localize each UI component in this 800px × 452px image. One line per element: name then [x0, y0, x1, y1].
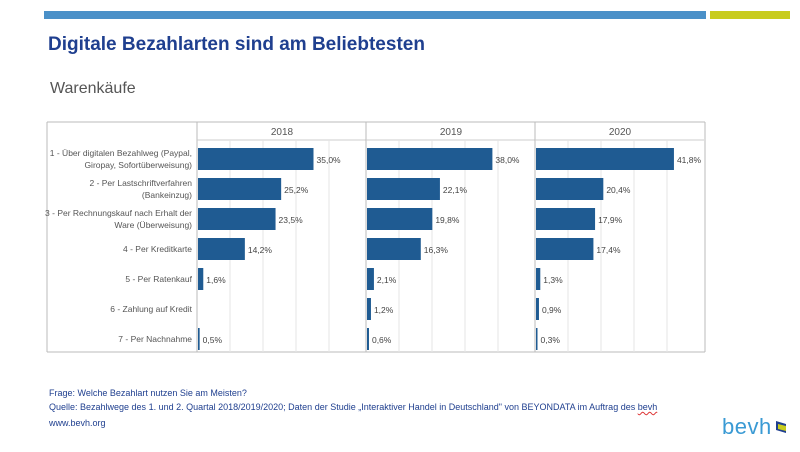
- page-title: Digitale Bezahlarten sind am Beliebteste…: [48, 34, 425, 55]
- category-label: Ware (Überweisung): [114, 220, 192, 230]
- source-text: Quelle: Bezahlwege des 1. und 2. Quartal…: [49, 402, 638, 412]
- bar-2018-3: [198, 208, 276, 230]
- category-label: 2 - Per Lastschriftverfahren: [89, 178, 192, 188]
- bar-2020-2: [536, 178, 604, 200]
- category-label: 5 - Per Ratenkauf: [125, 274, 192, 284]
- data-label: 38,0%: [495, 155, 520, 165]
- survey-question: Frage: Welche Bezahlart nutzen Sie am Me…: [49, 388, 247, 398]
- category-label: 7 - Per Nachnahme: [118, 334, 192, 344]
- bar-2020-7: [536, 328, 538, 350]
- data-label: 22,1%: [443, 185, 468, 195]
- bar-2019-2: [367, 178, 440, 200]
- data-label: 17,4%: [596, 245, 621, 255]
- data-label: 0,3%: [541, 335, 561, 345]
- bevh-logo-icon: [776, 421, 786, 433]
- bevh-logo-text: bevh: [722, 414, 772, 439]
- bar-2018-2: [198, 178, 282, 200]
- data-label: 35,0%: [317, 155, 342, 165]
- bar-2020-5: [536, 268, 541, 290]
- bar-2019-5: [367, 268, 374, 290]
- data-label: 19,8%: [435, 215, 460, 225]
- category-label: Giropay, Sofortüberweisung): [84, 160, 192, 170]
- data-label: 1,3%: [543, 275, 563, 285]
- source-org: bevh: [637, 402, 658, 412]
- category-label: 6 - Zahlung auf Kredit: [110, 304, 192, 314]
- category-label: 3 - Per Rechnungskauf nach Erhalt der: [45, 208, 192, 218]
- bar-2020-3: [536, 208, 596, 230]
- data-label: 14,2%: [248, 245, 273, 255]
- data-label: 41,8%: [677, 155, 702, 165]
- bar-2019-6: [367, 298, 371, 320]
- panel-header-2018: 2018: [271, 127, 294, 138]
- category-label: (Bankeinzug): [142, 190, 192, 200]
- bar-chart: 2018 2019 2020 1 - Über digitalen Bezahlweg…: [45, 121, 706, 353]
- top-accent-bar-green: [710, 11, 790, 19]
- category-label: 4 - Per Kreditkarte: [123, 244, 192, 254]
- bar-2020-4: [536, 238, 594, 260]
- panel-header-2020: 2020: [609, 127, 632, 138]
- data-label: 1,2%: [374, 305, 394, 315]
- data-label: 0,6%: [372, 335, 392, 345]
- bar-2019-3: [367, 208, 433, 230]
- bar-2020-6: [536, 298, 539, 320]
- bar-2018-4: [198, 238, 245, 260]
- bar-2018-7: [198, 328, 200, 350]
- bar-2019-4: [367, 238, 421, 260]
- data-label: 17,9%: [598, 215, 623, 225]
- bar-2018-1: [198, 148, 314, 170]
- panel-header-2019: 2019: [440, 127, 463, 138]
- data-label: 23,5%: [279, 215, 304, 225]
- top-accent-bar-blue: [44, 11, 706, 19]
- data-label: 1,6%: [206, 275, 226, 285]
- bar-2020-1: [536, 148, 674, 170]
- data-label: 0,9%: [542, 305, 562, 315]
- data-label: 25,2%: [284, 185, 309, 195]
- data-label: 2,1%: [377, 275, 397, 285]
- bar-2019-7: [367, 328, 369, 350]
- chart-subtitle: Warenkäufe: [50, 80, 136, 97]
- website-link[interactable]: www.bevh.org: [49, 418, 106, 428]
- bar-2018-5: [198, 268, 204, 290]
- bar-2019-1: [367, 148, 493, 170]
- data-label: 0,5%: [203, 335, 223, 345]
- data-label: 16,3%: [424, 245, 449, 255]
- data-label: 20,4%: [606, 185, 631, 195]
- source-note: Quelle: Bezahlwege des 1. und 2. Quartal…: [49, 402, 657, 412]
- category-label: 1 - Über digitalen Bezahlweg (Paypal,: [50, 148, 192, 158]
